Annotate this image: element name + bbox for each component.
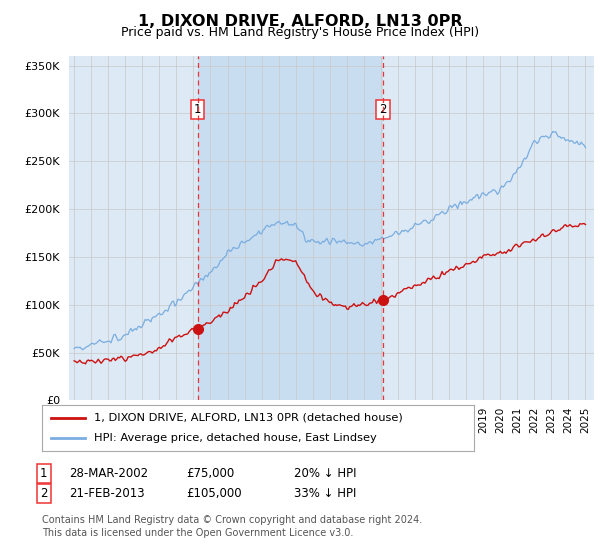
- Text: 2: 2: [40, 487, 47, 501]
- Text: This data is licensed under the Open Government Licence v3.0.: This data is licensed under the Open Gov…: [42, 528, 353, 538]
- Text: 1, DIXON DRIVE, ALFORD, LN13 0PR (detached house): 1, DIXON DRIVE, ALFORD, LN13 0PR (detach…: [94, 413, 403, 423]
- Text: 28-MAR-2002: 28-MAR-2002: [69, 466, 148, 480]
- Bar: [197, 56, 383, 400]
- Text: £75,000: £75,000: [186, 466, 234, 480]
- Text: 1: 1: [40, 466, 47, 480]
- Text: 1, DIXON DRIVE, ALFORD, LN13 0PR: 1, DIXON DRIVE, ALFORD, LN13 0PR: [137, 14, 463, 29]
- Text: 21-FEB-2013: 21-FEB-2013: [69, 487, 145, 501]
- Text: HPI: Average price, detached house, East Lindsey: HPI: Average price, detached house, East…: [94, 433, 377, 443]
- Text: 20% ↓ HPI: 20% ↓ HPI: [294, 466, 356, 480]
- Text: Contains HM Land Registry data © Crown copyright and database right 2024.: Contains HM Land Registry data © Crown c…: [42, 515, 422, 525]
- Text: 2: 2: [379, 103, 387, 116]
- Text: 1: 1: [194, 103, 201, 116]
- Text: £105,000: £105,000: [186, 487, 242, 501]
- Text: 33% ↓ HPI: 33% ↓ HPI: [294, 487, 356, 501]
- Text: Price paid vs. HM Land Registry's House Price Index (HPI): Price paid vs. HM Land Registry's House …: [121, 26, 479, 39]
